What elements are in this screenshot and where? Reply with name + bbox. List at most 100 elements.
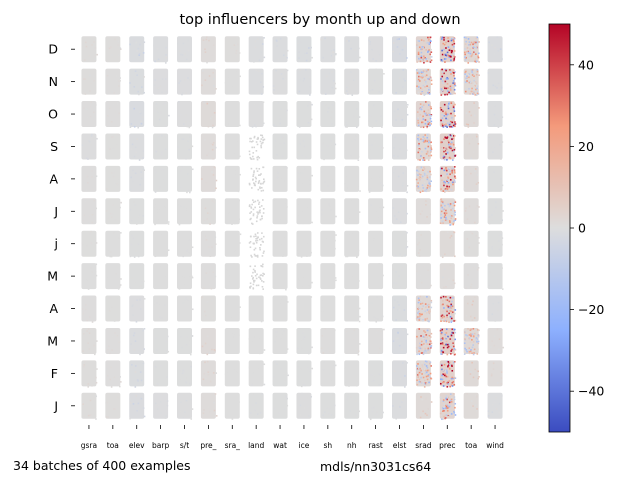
heatmap-cell: [439, 101, 457, 128]
heatmap-cell: [249, 263, 265, 290]
heatmap-cell: [320, 392, 336, 419]
heatmap-cell: [439, 36, 456, 63]
heatmap-cell: [248, 232, 265, 258]
heatmap-cell: [320, 360, 337, 387]
heatmap-cell: [392, 360, 408, 388]
heatmap-cell: [272, 360, 289, 387]
heatmap-cell: [368, 198, 385, 225]
heatmap-cell: [177, 165, 194, 194]
heatmap-cell: [153, 295, 169, 322]
heatmap-cell: [177, 101, 192, 129]
heatmap-cell: [272, 165, 288, 192]
heatmap-cell: [129, 230, 145, 258]
y-tick-label: O: [48, 107, 58, 122]
heatmap-cell: [177, 198, 192, 226]
heatmap-cell: [105, 198, 122, 225]
x-tick-label: s/t: [180, 441, 189, 450]
heatmap-cell: [368, 327, 385, 354]
heatmap-cell: [344, 327, 361, 356]
colorbar-tick-label: −20: [578, 302, 604, 317]
heatmap-cell: [272, 230, 288, 257]
heatmap-cell: [296, 198, 313, 225]
heatmap-cell: [177, 360, 192, 387]
heatmap-cell: [153, 392, 169, 419]
heatmap-cell: [439, 68, 457, 96]
heatmap-cell: [320, 133, 337, 161]
heatmap-cell: [487, 360, 503, 387]
heatmap-cell: [344, 360, 360, 387]
heatmap-cell: [463, 327, 480, 356]
heatmap-cell: [272, 198, 288, 225]
heatmap-cell: [320, 68, 337, 95]
heatmap-cell: [177, 68, 192, 96]
heatmap-cell: [129, 133, 145, 161]
heatmap-cell: [368, 230, 384, 257]
heatmap-cell: [248, 327, 266, 355]
x-tick-label: nh: [347, 441, 357, 450]
x-tick-label: rast: [368, 441, 383, 450]
heatmap-cell: [320, 36, 337, 63]
heatmap-cell: [129, 101, 145, 129]
heatmap-cell: [200, 263, 217, 290]
heatmap-cell: [439, 165, 457, 193]
heatmap-cell: [487, 133, 504, 160]
heatmap-cell: [320, 263, 337, 290]
heatmap-cell: [177, 392, 194, 420]
heatmap-cell: [248, 199, 265, 225]
heatmap-cell: [81, 392, 98, 420]
x-tick-label: toa: [107, 441, 119, 450]
heatmap-cell: [200, 295, 216, 322]
heatmap-cell: [463, 198, 480, 225]
heatmap-cell: [344, 230, 360, 259]
heatmap-cell: [129, 327, 146, 356]
heatmap-cell: [248, 360, 266, 387]
x-tick-label: wat: [273, 441, 287, 450]
heatmap-cell: [368, 101, 384, 128]
heatmap-cell: [129, 295, 146, 323]
heatmap-cell: [153, 360, 169, 387]
heatmap-cell: [248, 295, 264, 323]
heatmap-cell: [272, 263, 288, 291]
heatmap-cell: [153, 327, 170, 354]
heatmap-cell: [463, 68, 480, 96]
heatmap-cell: [415, 230, 431, 257]
x-tick-label: barp: [152, 441, 169, 450]
heatmap-cell: [200, 392, 218, 419]
heatmap-cell: [487, 36, 503, 63]
heatmap-cell: [81, 101, 97, 128]
heatmap-cell: [439, 230, 456, 259]
heatmap-cell: [224, 165, 241, 193]
heatmap-cell: [415, 133, 433, 161]
heatmap-cell: [320, 295, 336, 322]
heatmap-cell: [439, 198, 457, 226]
heatmap-cell: [439, 295, 457, 324]
x-tick-label: prec: [439, 441, 455, 450]
heatmap-cell: [344, 36, 361, 63]
x-tick-label: pre_: [200, 441, 216, 450]
heatmap-cell: [153, 198, 170, 226]
heatmap-cell: [368, 392, 384, 421]
heatmap-cell: [415, 198, 431, 225]
heatmap-cell: [392, 36, 408, 63]
heatmap-cell: [105, 392, 121, 419]
heatmap-cell: [439, 263, 456, 290]
heatmap-cell: [487, 327, 505, 354]
heatmap-cell: [392, 230, 409, 257]
heatmap-cell: [344, 101, 361, 129]
heatmap-cell: [177, 133, 194, 160]
heatmap-cell: [320, 165, 336, 192]
heatmap-cell: [296, 263, 313, 290]
heatmap-cell: [463, 392, 479, 419]
heatmap-cell: [224, 198, 240, 225]
heatmap-cell: [368, 360, 384, 387]
heatmap-cell: [392, 392, 407, 420]
heatmap-cell: [320, 327, 336, 354]
heatmap-cell: [344, 133, 360, 161]
heatmap-cell: [153, 133, 169, 160]
heatmap-cell: [81, 198, 98, 225]
heatmap-cell: [200, 327, 216, 356]
heatmap-cell: [296, 327, 313, 355]
heatmap-cell: [129, 198, 145, 225]
footer-left-text: 34 batches of 400 examples: [13, 458, 191, 473]
heatmap-cell: [81, 295, 97, 323]
